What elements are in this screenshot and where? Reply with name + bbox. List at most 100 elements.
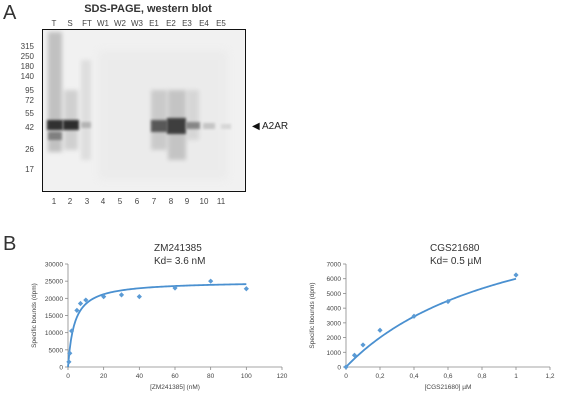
x-tick-label: 0,6 xyxy=(443,373,452,380)
y-tick-label: 20000 xyxy=(45,296,63,303)
fit-curve xyxy=(345,277,517,368)
x-tick-label: 0 xyxy=(344,373,348,380)
lane-label: E2 xyxy=(166,19,176,28)
data-point xyxy=(243,286,249,292)
y-tick-label: 10000 xyxy=(45,330,63,337)
mw-marker-label: 180 xyxy=(20,62,34,71)
a2ar-arrow-icon: ◀ xyxy=(252,121,260,132)
y-tick-label: 5000 xyxy=(49,347,64,354)
lane-label: W2 xyxy=(114,19,126,28)
x-tick-label: 0,8 xyxy=(477,373,486,380)
x-tick-label: 0 xyxy=(66,373,70,380)
mw-marker-label: 42 xyxy=(25,123,34,132)
chart-zm241385: ZM241385 Kd= 3.6 nM 0 5000 10000 15000 20000… xyxy=(28,243,290,396)
y-tick-label: 5000 xyxy=(327,291,342,298)
panel-letter-a: A xyxy=(3,2,17,24)
data-point xyxy=(118,292,125,298)
lane-number: 5 xyxy=(117,197,123,206)
data-point xyxy=(208,278,214,284)
data-point xyxy=(172,285,178,291)
y-tick-label: 0 xyxy=(337,365,341,372)
chart-title: CGS21680 xyxy=(430,243,480,254)
data-point xyxy=(66,359,72,365)
lane-label: E5 xyxy=(216,19,226,28)
y-axis-label: Specific bounds (dpm) xyxy=(31,283,38,348)
y-tick-label: 6000 xyxy=(327,276,342,283)
x-tick-label: 40 xyxy=(136,373,144,380)
lane-label: S xyxy=(67,19,73,28)
mw-marker-label: 72 xyxy=(25,96,34,105)
data-point xyxy=(445,298,451,305)
y-tick-label: 3000 xyxy=(327,320,342,327)
chart-cgs21680-plot: 0 1000 2000 3000 4000 5000 6000 7000 0 0,2 0,4 0,6 0… xyxy=(309,262,555,392)
blot-bands xyxy=(43,30,244,190)
chart-subtitle: Kd= 3.6 nM xyxy=(154,256,206,267)
data-point xyxy=(411,313,417,319)
lane-number: 1 xyxy=(51,197,57,206)
x-tick-label: 80 xyxy=(207,373,215,380)
a2ar-band-label: A2AR xyxy=(262,121,289,132)
lane-number: 10 xyxy=(199,197,209,206)
x-tick-label: 120 xyxy=(277,373,288,380)
panel-letter-b: B xyxy=(3,233,17,255)
lane-number: 8 xyxy=(168,197,174,206)
y-tick-label: 4000 xyxy=(327,306,342,313)
x-axis-label: [ZM241385] (nM) xyxy=(150,384,200,391)
lane-number: 7 xyxy=(151,197,157,206)
lane-label: E1 xyxy=(149,19,159,28)
lane-number: 11 xyxy=(216,197,226,206)
lane-label: W3 xyxy=(131,19,143,28)
data-point xyxy=(351,352,358,358)
chart-cgs21680: CGS21680 Kd= 0.5 µM 0 1000 2000 3000 4000 500… xyxy=(308,243,560,396)
data-point xyxy=(77,300,84,307)
x-tick-label: 1,2 xyxy=(545,373,554,380)
y-tick-label: 1000 xyxy=(327,350,342,357)
mw-marker-label: 17 xyxy=(25,165,34,174)
lane-number: 9 xyxy=(184,197,190,206)
y-tick-label: 0 xyxy=(59,365,63,372)
y-tick-label: 25000 xyxy=(45,279,63,286)
lane-3-smear xyxy=(81,60,91,160)
lane-1-band xyxy=(47,120,63,130)
mw-marker-label: 95 xyxy=(25,86,34,95)
lane-2-band xyxy=(63,120,79,130)
data-point xyxy=(136,294,142,300)
y-tick-label: 30000 xyxy=(45,262,63,269)
x-axis-label: [CGS21680] µM xyxy=(425,384,472,391)
mw-marker-label: 55 xyxy=(25,109,34,118)
y-tick-label: 15000 xyxy=(45,313,63,320)
fit-curve xyxy=(67,283,247,368)
data-point xyxy=(360,342,366,348)
lane-number: 6 xyxy=(134,197,140,206)
lane-label: E4 xyxy=(199,19,209,28)
western-blot-image xyxy=(42,29,246,192)
data-point xyxy=(67,350,73,356)
x-tick-label: 60 xyxy=(171,373,179,380)
blot-title: SDS-PAGE, western blot xyxy=(84,3,212,15)
mw-marker-label: 315 xyxy=(20,42,34,51)
x-tick-label: 0,2 xyxy=(375,373,384,380)
x-tick-label: 20 xyxy=(100,373,108,380)
mw-marker-label: 140 xyxy=(20,72,34,81)
x-tick-label: 100 xyxy=(241,373,252,380)
lane-label: W1 xyxy=(97,19,109,28)
chart-subtitle: Kd= 0.5 µM xyxy=(430,256,482,267)
x-tick-label: 0,4 xyxy=(409,373,418,380)
lane-number: 2 xyxy=(67,197,73,206)
chart-zm241385-plot: 0 5000 10000 15000 20000 25000 30000 0 20 40 60 80 1… xyxy=(31,262,288,392)
data-point xyxy=(377,327,383,333)
lane-label: FT xyxy=(82,19,92,28)
chart-title: ZM241385 xyxy=(154,243,202,254)
lane-number: 3 xyxy=(84,197,90,206)
y-axis-label: Specific lbounds (dpm) xyxy=(309,282,316,348)
lane-number: 4 xyxy=(100,197,106,206)
x-tick-label: 1 xyxy=(514,373,518,380)
lane-label: T xyxy=(51,19,57,28)
data-point xyxy=(343,364,349,370)
mw-marker-label: 26 xyxy=(25,145,34,154)
y-tick-label: 7000 xyxy=(327,262,342,269)
mw-marker-label: 250 xyxy=(20,52,34,61)
y-tick-label: 2000 xyxy=(327,335,342,342)
lane-label: E3 xyxy=(182,19,192,28)
data-point xyxy=(513,272,519,278)
